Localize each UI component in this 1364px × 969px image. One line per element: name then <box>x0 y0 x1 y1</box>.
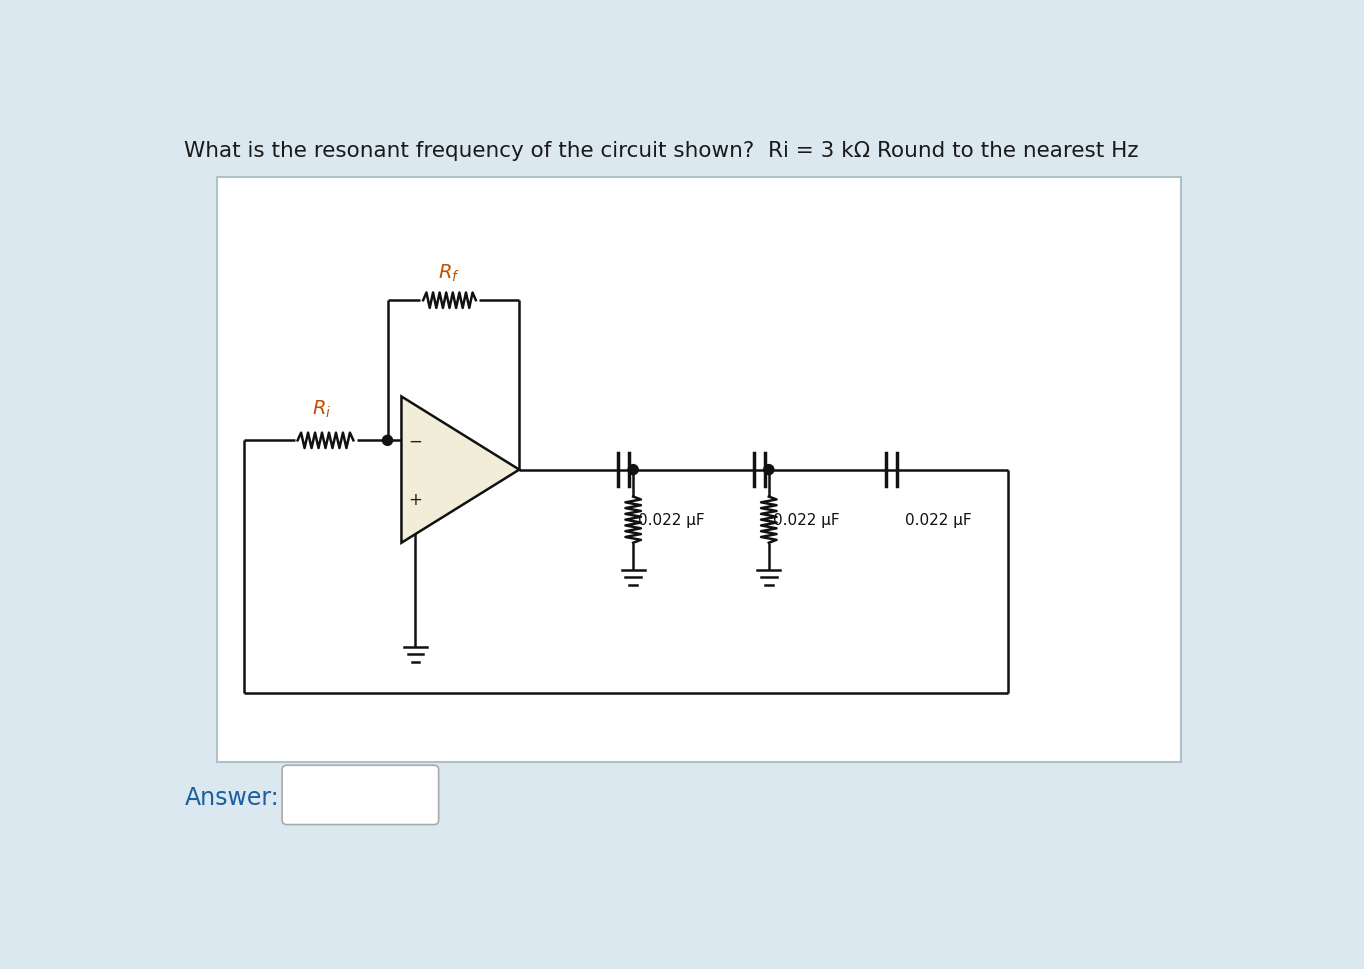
FancyBboxPatch shape <box>282 766 439 825</box>
Text: +: + <box>408 490 423 509</box>
Text: Answer:: Answer: <box>184 785 280 809</box>
Polygon shape <box>401 397 520 544</box>
Text: $R_i$: $R_i$ <box>312 398 331 420</box>
Text: What is the resonant frequency of the circuit shown?  Ri = 3 kΩ Round to the nea: What is the resonant frequency of the ci… <box>184 141 1139 161</box>
Text: 0.022 μF: 0.022 μF <box>638 513 704 527</box>
Circle shape <box>764 465 773 475</box>
Text: 0.022 μF: 0.022 μF <box>906 513 971 527</box>
Text: 0.022 μF: 0.022 μF <box>773 513 840 527</box>
Text: $R_f$: $R_f$ <box>438 263 461 284</box>
Text: −: − <box>408 432 423 450</box>
Circle shape <box>382 436 393 446</box>
FancyBboxPatch shape <box>217 178 1181 763</box>
Circle shape <box>629 465 638 475</box>
